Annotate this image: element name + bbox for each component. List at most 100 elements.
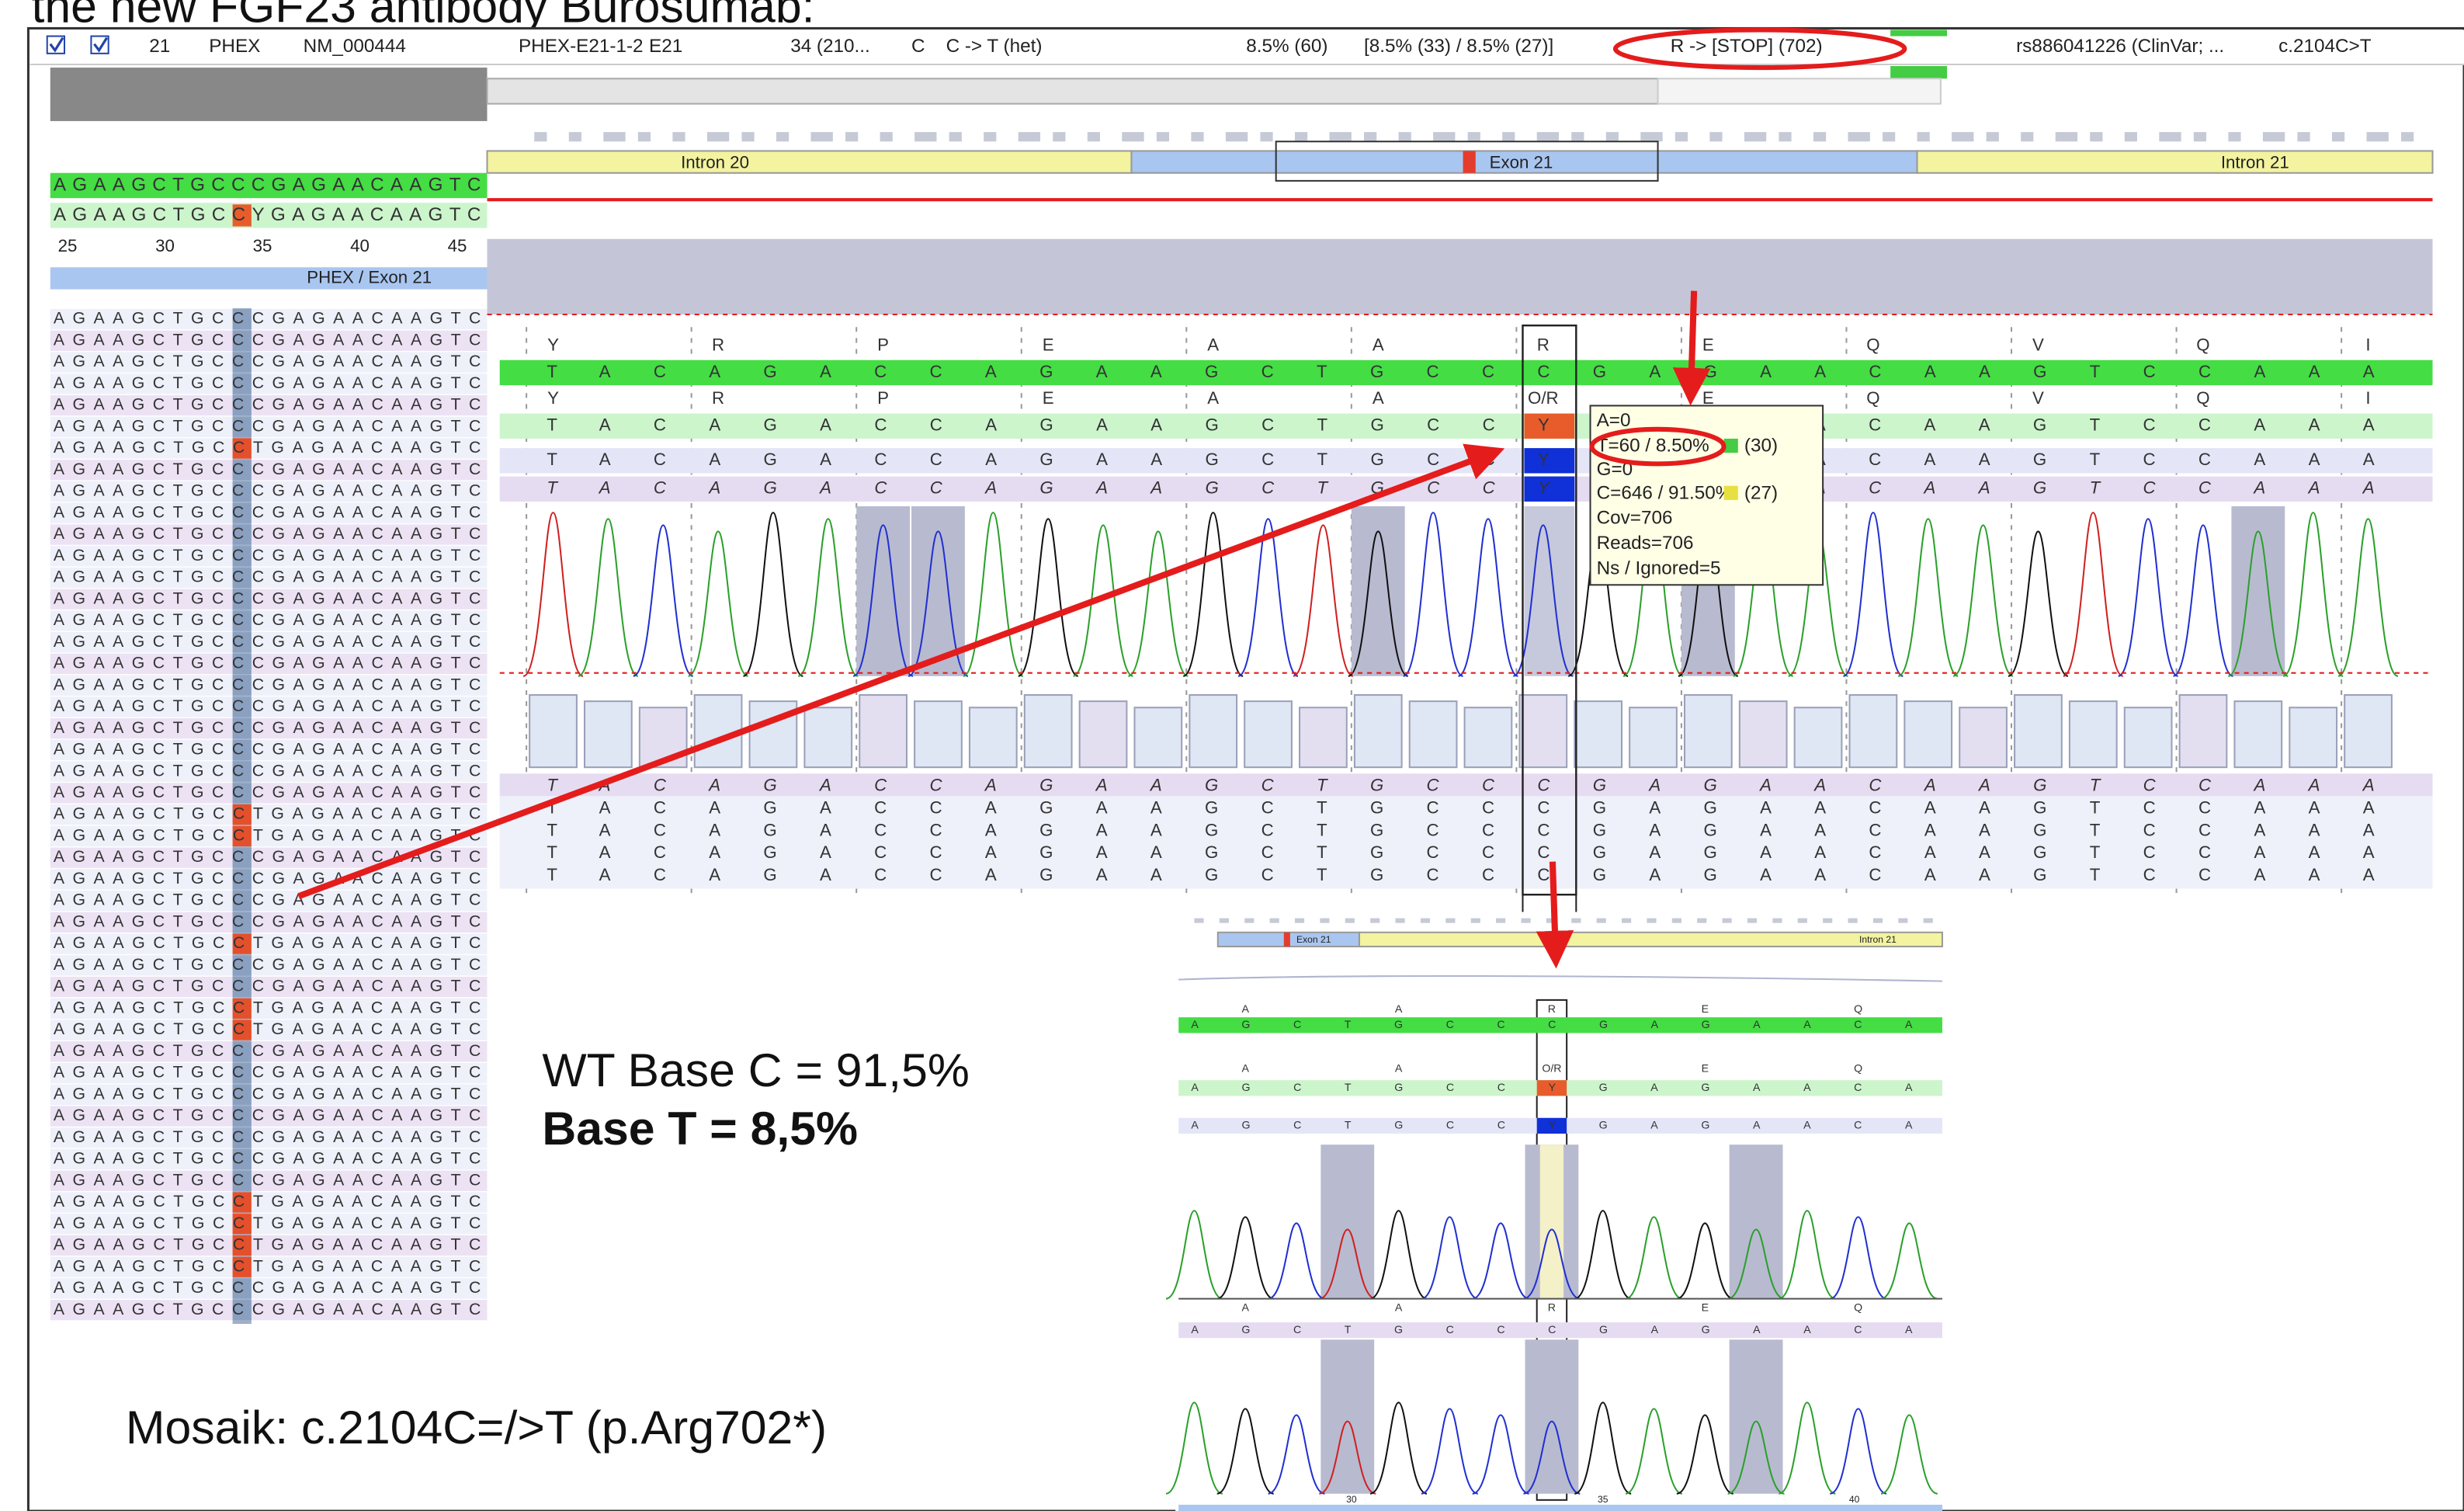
amino-acid: A [1395, 1063, 1403, 1075]
amino-acid: O/R [1528, 388, 1559, 408]
ruler-tick [2125, 132, 2137, 141]
table-cell: C -> T (het) [946, 36, 1043, 57]
ruler-label: 40 [350, 236, 370, 255]
quality-bar [859, 695, 907, 767]
amino-acid: A [1207, 335, 1219, 354]
ruler-tick [776, 132, 789, 141]
amino-acid: A [1373, 335, 1384, 354]
ruler-tick [2366, 132, 2388, 141]
peak-shade [1320, 1145, 1374, 1298]
swatch [1724, 486, 1738, 500]
ruler-tick [1191, 132, 1203, 141]
ruler-tick [1364, 132, 1376, 141]
ruler-tick [1330, 132, 1352, 141]
table-cell: [8.5% (33) / 8.5% (27)] [1364, 36, 1553, 57]
ruler-tick [1772, 919, 1782, 923]
status-chip [1890, 66, 1947, 78]
quality-bar [1574, 701, 1622, 767]
ruler-tick [2159, 132, 2181, 141]
amino-acid: Q [2196, 388, 2209, 408]
status-chip [1890, 30, 1947, 36]
quality-bar [529, 695, 577, 767]
ruler-tick [1496, 919, 1505, 923]
ruler-tick [1747, 919, 1757, 923]
ruler-tick [1521, 919, 1530, 923]
table-cell: PHEX [209, 36, 260, 57]
amino-acid: V [2032, 388, 2044, 408]
ruler-tick [2297, 132, 2310, 141]
ruler-tick [1723, 919, 1732, 923]
ruler-tick [1813, 132, 1826, 141]
quality-bar [1904, 701, 1952, 767]
quality-bar [2125, 707, 2172, 767]
quality-bar [1959, 707, 2007, 767]
amino-acid: R [712, 388, 724, 408]
quality-bar [1519, 695, 1567, 767]
amino-acid: E [1702, 1302, 1709, 1315]
ruler-tick [1295, 132, 1307, 141]
ruler-tick [2194, 132, 2206, 141]
ruler-tick [1370, 919, 1379, 923]
amino-acid: O/R [1542, 1063, 1561, 1075]
quality-bar [1355, 695, 1402, 767]
amino-acid: E [1702, 335, 1714, 354]
peak-shade [1540, 1145, 1563, 1298]
variant-marker [1284, 933, 1290, 947]
ruler-tick [984, 132, 996, 141]
ruler-tick [638, 132, 651, 141]
amino-acid: Q [1866, 335, 1879, 354]
annotation: Base T = 8,5% [542, 1102, 858, 1155]
peak-shade [1320, 1339, 1374, 1493]
ruler-tick [1088, 132, 1100, 141]
ruler-tick [1952, 132, 1973, 141]
ruler-label: 35 [253, 236, 272, 255]
peak-shade [1525, 1339, 1579, 1493]
quality-bar [804, 707, 852, 767]
amino-acid: A [1207, 388, 1219, 408]
ruler-tick [1640, 132, 1662, 141]
amino-acid: E [1702, 1063, 1709, 1075]
ruler-tick [1445, 919, 1455, 923]
ruler-tick [1709, 132, 1722, 141]
quality-bar [2070, 701, 2117, 767]
ruler-tick [1647, 919, 1656, 923]
ruler-tick [1744, 132, 1766, 141]
coverage [488, 239, 2433, 314]
table-cell: 8.5% (60) [1246, 36, 1327, 57]
table-cell: c.2104C>T [2278, 36, 2372, 57]
ruler-tick [1873, 919, 1883, 923]
track-label: Exon 21 [1296, 934, 1331, 945]
ruler-tick [1421, 919, 1430, 923]
ruler-tick [1883, 132, 1895, 141]
ruler-tick [1571, 132, 1584, 141]
table-cell: 34 (210... [790, 36, 870, 57]
ruler-tick [2090, 132, 2102, 141]
ruler [534, 132, 2414, 141]
arrow [1553, 862, 1556, 956]
amino-acid: Q [1854, 1003, 1862, 1016]
ruler-tick [1345, 919, 1355, 923]
ruler-tick [1924, 919, 1933, 923]
scrollbar[interactable] [488, 78, 1658, 103]
ruler-tick [1675, 132, 1688, 141]
table-cell: NM_000444 [304, 36, 406, 57]
ruler-tick [1468, 132, 1480, 141]
ruler-tick [1396, 919, 1405, 923]
ruler-tick [1779, 132, 1791, 141]
tooltip-line: C=646 / 91.50% [1597, 482, 1733, 503]
intron-track [1917, 151, 2433, 172]
ruler-tick [845, 132, 858, 141]
quality-bar [1244, 701, 1292, 767]
amino-acid: A [1241, 1003, 1249, 1016]
quality-bar [1850, 695, 1897, 767]
ruler-tick [1270, 919, 1279, 923]
amino-acid: I [2365, 335, 2370, 354]
ruler-tick [1471, 919, 1480, 923]
quality-bar [2289, 707, 2337, 767]
amino-acid: A [1395, 1302, 1403, 1315]
ruler-tick [1848, 132, 1870, 141]
ruler-tick [1697, 919, 1706, 923]
ruler-tick [1606, 132, 1619, 141]
tooltip-line: (27) [1744, 482, 1778, 503]
scroll-track [1658, 78, 1941, 103]
